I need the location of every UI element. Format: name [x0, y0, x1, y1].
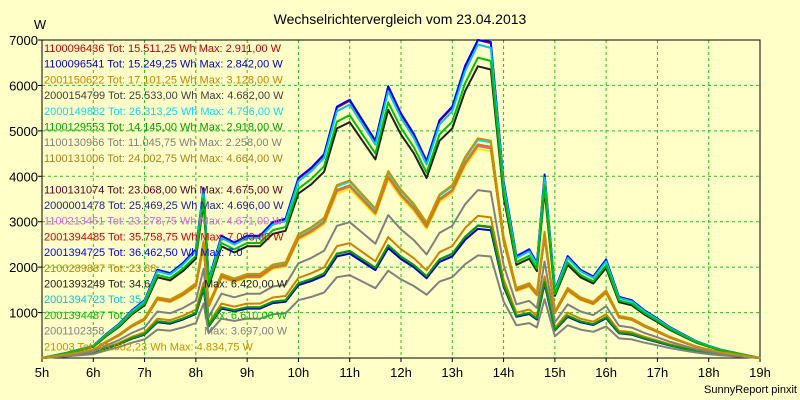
x-tick-label: 15h: [544, 365, 566, 380]
legend-entry-10: 2000001478 Tot: 25.469,25 Wh Max: 4.696,…: [44, 200, 284, 212]
legend-entry-1: 1100096541 Tot: 15.249,25 Wh Max: 2.842,…: [44, 59, 283, 71]
legend-fragment-2: Max: 3.697,00 W: [204, 326, 288, 338]
legend-entry-11: 1100213451 Tot: 23.278,75 Wh Max: 4.671,…: [44, 216, 283, 228]
y-tick-label: 6000: [9, 78, 38, 93]
y-tick-label: 5000: [9, 124, 38, 139]
legend-entry-3: 2000154799 Tot: 25.533,00 Wh Max: 4.682,…: [44, 90, 284, 102]
credit-label: SunnyReport pinxit: [704, 384, 797, 396]
legend-entry-18: 2001102358: [44, 326, 104, 338]
x-tick-label: 14h: [493, 365, 515, 380]
series-lines: [41, 39, 761, 359]
x-tick-label: 5h: [35, 365, 49, 380]
legend-entry-13: 2001394725 Tot: 36.462,50 Wh Max: 7.0: [44, 247, 243, 259]
x-tick-label: 10h: [288, 365, 310, 380]
legend-entry-12: 2001394485 Tot: 35.758,75 Wh Max: 7.003,…: [44, 231, 284, 243]
x-tick-label: 17h: [647, 365, 669, 380]
legend-entry-17: 2001394487 Tot:: [44, 310, 126, 322]
x-tick-label: 13h: [441, 365, 463, 380]
x-tick-label: 12h: [390, 365, 412, 380]
y-tick-label: 3000: [9, 215, 38, 230]
x-tick-label: 19h: [749, 365, 771, 380]
x-tick-label: 7h: [137, 365, 151, 380]
legend-entry-15: 2001393249 Tot: 34.6: [44, 279, 150, 291]
legend-entry-9: 1100131074 Tot: 23.068,00 Wh Max: 4.675,…: [44, 184, 283, 196]
y-tick-label: 1000: [9, 306, 38, 321]
series-line-16: [41, 43, 761, 359]
legend-entry-6: 1100130966 Tot: 11.045,75 Wh Max: 2.258,…: [44, 137, 283, 149]
legend: 1100096436 Tot: 15.511,25 Wh Max: 2.911,…: [44, 43, 288, 353]
x-axis-ticks: 5h 6h 7h 8h 9h 10h 11h 12h 13h 14h 15h 16h 17h 18h 19h: [35, 358, 771, 380]
y-tick-label: 4000: [9, 169, 38, 184]
legend-entry-19: 21003 Tot: 23.062,23 Wh Max: 4.834,75 W: [44, 341, 254, 353]
x-tick-label: 11h: [339, 365, 360, 380]
series-line-18: [41, 189, 761, 359]
series-line-6: [41, 254, 761, 359]
x-tick-label: 18h: [698, 365, 720, 380]
series-line-5: [41, 224, 761, 359]
legend-fragment-0: Max: 6.420,00 W: [204, 279, 288, 291]
legend-entry-16: 2001394723 Tot: 35.: [44, 294, 144, 306]
x-tick-label: 9h: [240, 365, 254, 380]
legend-fragment-1: Max: 6.610,00 W: [204, 310, 288, 322]
legend-entry-0: 1100096436 Tot: 15.511,25 Wh Max: 2.911,…: [44, 43, 282, 55]
x-tick-label: 6h: [86, 365, 100, 380]
series-line-17: [41, 56, 761, 359]
x-tick-label: 8h: [189, 365, 203, 380]
series-line-19: [41, 137, 761, 359]
x-tick-label: 16h: [595, 365, 617, 380]
legend-entry-2: 2001150622 Tot: 17.101,25 Wh Max: 3.128,…: [44, 74, 283, 86]
legend-entry-14: 2100289887 Tot: 23.88: [44, 263, 156, 275]
series-line-2: [41, 214, 761, 359]
legend-entry-5: 1100129553 Tot: 14.145,00 Wh Max: 2.918,…: [44, 122, 283, 134]
y-tick-label: 2000: [9, 260, 38, 275]
series-line-15: [41, 65, 761, 359]
y-axis-ticks: 1000 2000 3000 4000 5000 6000 7000: [9, 33, 42, 321]
chart-title: Wechselrichtervergleich vom 23.04.2013: [274, 11, 527, 27]
y-axis-label: W: [34, 17, 47, 32]
y-tick-label: 7000: [9, 33, 38, 48]
legend-entry-4: 2000149882 Tot: 26.313,25 Wh Max: 4.796,…: [44, 106, 284, 118]
legend-entry-7: 1100131006 Tot: 24.002,75 Wh Max: 4.664,…: [44, 153, 283, 165]
